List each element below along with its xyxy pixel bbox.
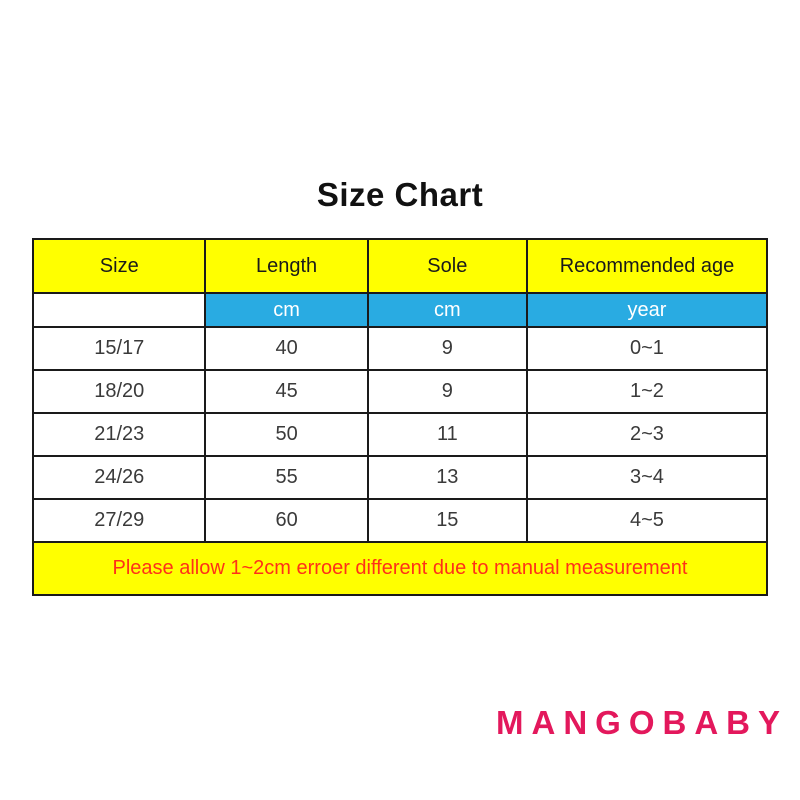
cell-length: 40 [204,326,369,371]
cell-length: 50 [204,412,369,457]
cell-length: 60 [204,498,369,543]
cell-length: 45 [204,369,369,414]
measurement-note: Please allow 1~2cm erroer different due … [32,541,768,596]
cell-sole: 11 [366,412,528,457]
unit-cell-sole: cm [366,292,528,328]
size-chart-table: Size Length Sole Recommended age cm cm y… [31,238,769,596]
cell-sole: 13 [366,455,528,500]
table-row: 15/17 40 9 0~1 [31,326,769,371]
cell-sole: 9 [366,326,528,371]
column-header-sole: Sole [366,238,528,294]
cell-sole: 9 [366,369,528,414]
brand-logo: MANGOBABY [496,704,788,741]
column-header-size: Size [31,238,207,294]
table-header-row: Size Length Sole Recommended age [31,238,769,294]
cell-size: 21/23 [31,412,207,457]
cell-length: 55 [204,455,369,500]
cell-sole: 15 [366,498,528,543]
cell-age: 0~1 [525,326,769,371]
table-units-row: cm cm year [31,292,769,328]
cell-age: 4~5 [525,498,769,543]
cell-size: 18/20 [31,369,207,414]
cell-size: 15/17 [31,326,207,371]
column-header-age: Recommended age [525,238,769,294]
cell-age: 1~2 [525,369,769,414]
table-row: 21/23 50 11 2~3 [31,412,769,457]
cell-size: 27/29 [31,498,207,543]
cell-size: 24/26 [31,455,207,500]
column-header-length: Length [204,238,369,294]
table-row: 18/20 45 9 1~2 [31,369,769,414]
cell-age: 3~4 [525,455,769,500]
unit-cell-empty [31,292,207,328]
table-row: 24/26 55 13 3~4 [31,455,769,500]
measurement-note-row: Please allow 1~2cm erroer different due … [32,541,768,596]
cell-age: 2~3 [525,412,769,457]
unit-cell-length: cm [204,292,369,328]
page-title: Size Chart [316,176,484,213]
unit-cell-age: year [525,292,769,328]
table-row: 27/29 60 15 4~5 [31,498,769,543]
